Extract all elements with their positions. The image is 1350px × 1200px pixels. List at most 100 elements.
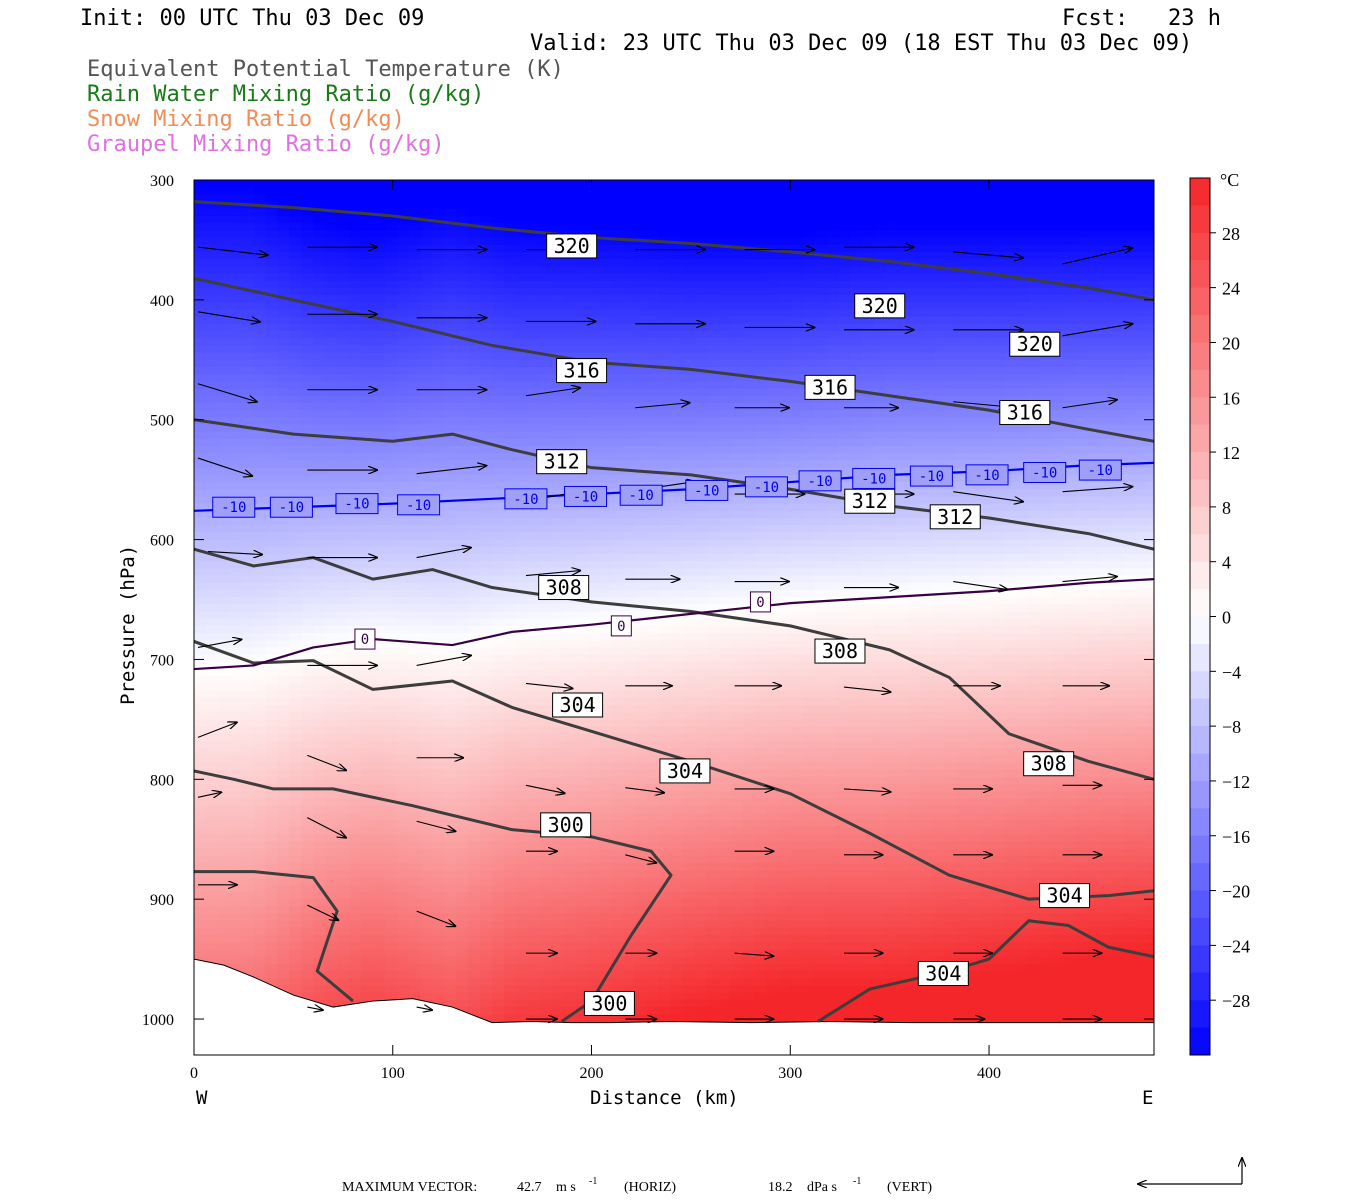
- fill-cell: [456, 417, 469, 426]
- fill-cell: [396, 489, 410, 498]
- fill-cell: [551, 891, 565, 900]
- fill-cell: [325, 956, 338, 965]
- fill-cell: [587, 503, 601, 512]
- fill-cell: [647, 410, 660, 418]
- fill-cell: [492, 676, 505, 685]
- fill-cell: [563, 805, 577, 814]
- fill-cell: [563, 287, 577, 296]
- fill-cell: [194, 180, 207, 188]
- fill-cell: [444, 661, 457, 670]
- fill-cell: [611, 719, 624, 728]
- fill-cell: [551, 424, 565, 433]
- fill-cell: [611, 661, 624, 670]
- fill-cell: [563, 762, 577, 771]
- fill-cell: [408, 891, 422, 900]
- fill-cell: [265, 978, 279, 987]
- fill-cell: [277, 791, 291, 800]
- fill-cell: [313, 510, 326, 519]
- fill-cell: [623, 748, 636, 756]
- fill-cell: [289, 640, 302, 649]
- fill-cell: [444, 913, 457, 922]
- fill-cell: [492, 366, 505, 375]
- fill-cell: [349, 474, 362, 483]
- fill-cell: [253, 187, 267, 195]
- fill-cell: [313, 230, 326, 239]
- fill-cell: [432, 891, 446, 900]
- fill-cell: [671, 927, 684, 936]
- fill-cell: [265, 827, 279, 836]
- fill-cell: [384, 935, 398, 943]
- fill-cell: [623, 460, 636, 469]
- fill-cell: [313, 755, 326, 764]
- fill-cell: [337, 963, 350, 972]
- fill-cell: [599, 273, 612, 282]
- fill-cell: [623, 503, 636, 512]
- fill-cell: [194, 561, 207, 569]
- fill-cell: [349, 338, 362, 347]
- fill-cell: [194, 697, 207, 706]
- fill-cell: [647, 999, 660, 1008]
- fill-cell: [277, 927, 291, 936]
- fill-cell: [277, 669, 291, 677]
- fill-cell: [551, 539, 565, 548]
- fill-cell: [325, 748, 338, 756]
- fill-cell: [563, 985, 577, 994]
- fill-cell: [623, 553, 636, 562]
- fill-cell: [515, 453, 529, 462]
- fill-cell: [587, 402, 601, 411]
- fill-cell: [539, 273, 553, 282]
- fill-cell: [241, 820, 255, 828]
- fill-cell: [539, 661, 553, 670]
- fill-cell: [468, 669, 481, 677]
- fill-cell: [420, 431, 434, 440]
- fill-cell: [432, 395, 446, 404]
- fill-cell: [253, 740, 267, 749]
- fill-cell: [468, 237, 481, 246]
- fill-cell: [217, 568, 231, 577]
- fill-cell: [384, 474, 398, 483]
- fill-cell: [432, 669, 446, 677]
- fill-cell: [420, 338, 434, 347]
- fill-cell: [241, 891, 255, 900]
- fill-cell: [659, 194, 672, 203]
- fill-cell: [492, 798, 505, 807]
- fill-cell: [468, 539, 481, 548]
- fill-cell: [623, 647, 636, 656]
- fill-cell: [277, 985, 291, 994]
- fill-cell: [241, 633, 255, 641]
- fill-cell: [420, 669, 434, 677]
- fill-cell: [396, 323, 410, 332]
- fill-cell: [551, 884, 565, 893]
- fill-cell: [396, 352, 410, 361]
- fill-cell: [289, 891, 302, 900]
- fill-cell: [456, 618, 469, 627]
- fill-cell: [420, 755, 434, 764]
- fill-cell: [289, 834, 302, 843]
- fill-cell: [504, 467, 517, 476]
- fill-cell: [671, 388, 684, 397]
- fill-cell: [253, 712, 267, 720]
- fill-cell: [659, 640, 672, 649]
- fill-cell: [515, 697, 529, 706]
- fill-cell: [563, 194, 577, 203]
- fill-cell: [551, 762, 565, 771]
- fill-cell: [539, 402, 553, 411]
- fill-cell: [504, 187, 517, 195]
- fill-cell: [575, 1014, 589, 1023]
- fill-cell: [408, 237, 422, 246]
- fill-cell: [277, 589, 291, 598]
- fill-cell: [444, 194, 457, 203]
- fill-cell: [253, 374, 267, 382]
- fill-cell: [468, 841, 481, 850]
- fill-cell: [480, 539, 493, 548]
- fill-cell: [241, 870, 255, 879]
- fill-cell: [492, 273, 505, 282]
- fill-cell: [277, 697, 291, 706]
- fill-cell: [468, 856, 481, 864]
- fill-cell: [647, 402, 660, 411]
- fill-cell: [539, 906, 553, 915]
- fill-cell: [623, 978, 636, 987]
- fill-cell: [229, 287, 243, 296]
- fill-cell: [492, 884, 505, 893]
- fill-cell: [253, 762, 267, 771]
